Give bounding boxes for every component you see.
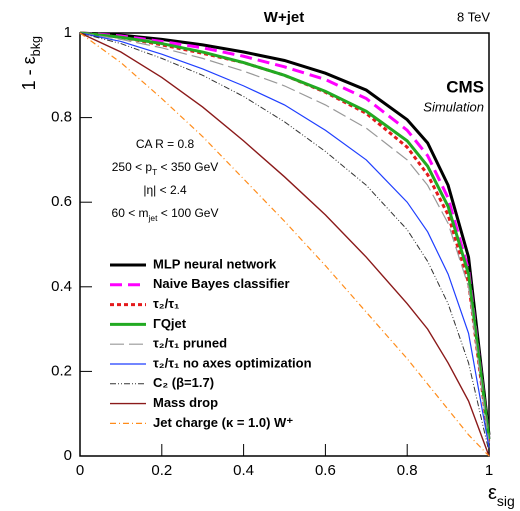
legend-label: Mass drop (153, 395, 218, 410)
legend-label: τ₂/τ₁ pruned (153, 336, 227, 351)
legend-label: τ₂/τ₁ no axes optimization (153, 355, 312, 370)
curve (79, 31, 491, 436)
legend-label: τ₂/τ₁ (153, 296, 179, 311)
annotation: 250 < pT < 350 GeV (112, 160, 219, 177)
legend-label: MLP neural network (153, 256, 277, 271)
y-tick-label: 1 (64, 24, 72, 41)
energy-label: 8 TeV (457, 9, 490, 24)
x-tick-label: 0 (76, 462, 84, 479)
x-tick-label: 0.4 (233, 462, 254, 479)
annotation: |η| < 2.4 (143, 183, 187, 197)
plot-frame (79, 32, 490, 457)
annotation-part: T (152, 167, 157, 177)
legend-label: Jet charge (κ = 1.0) W⁺ (153, 415, 293, 430)
y-tick-label: 0.6 (51, 193, 72, 210)
annotation-part: 250 < p (112, 160, 153, 174)
annotation-part: 60 < m (112, 206, 149, 220)
x-tick-label: 0.2 (151, 462, 172, 479)
annotation-part: CA R = 0.8 (136, 137, 195, 151)
x-tick-label: 1 (485, 462, 493, 479)
curve (79, 32, 490, 452)
annotation-part: jet (148, 213, 159, 223)
status-label: Simulation (423, 99, 484, 114)
curve (79, 32, 490, 457)
curve (79, 32, 490, 457)
annotation-part: < 350 GeV (157, 160, 218, 174)
annotation: CA R = 0.8 (136, 137, 195, 151)
annotation-part: < 100 GeV (157, 206, 218, 220)
x-axis-title-part: ε (488, 482, 497, 504)
curve (79, 31, 491, 440)
legend-label: C₂ (β=1.7) (153, 375, 214, 390)
y-axis-title-part: 1 - ε (19, 56, 39, 90)
x-tick-label: 0.6 (315, 462, 336, 479)
legend-label: Naive Bayes classifier (153, 276, 290, 291)
x-tick-label: 0.8 (397, 462, 418, 479)
curve (79, 32, 490, 444)
curve (79, 32, 490, 448)
y-tick-label: 0.4 (51, 278, 72, 295)
x-axis-title: εsig (488, 482, 515, 508)
curve (79, 31, 491, 444)
y-axis-title-part: bkg (29, 36, 43, 56)
chart-title: W+jet (264, 9, 304, 26)
x-axis-title-part: sig (497, 493, 515, 509)
curve (79, 31, 491, 440)
y-tick-label: 0.2 (51, 362, 72, 379)
experiment-label: CMS (446, 77, 484, 96)
y-tick-label: 0 (64, 447, 72, 464)
annotation: 60 < mjet < 100 GeV (112, 206, 219, 223)
y-tick-label: 0.8 (51, 109, 72, 126)
annotation-part: |η| < 2.4 (143, 183, 187, 197)
legend-label: ΓQjet (153, 316, 187, 331)
y-axis-title: 1 - εbkg (19, 36, 44, 90)
